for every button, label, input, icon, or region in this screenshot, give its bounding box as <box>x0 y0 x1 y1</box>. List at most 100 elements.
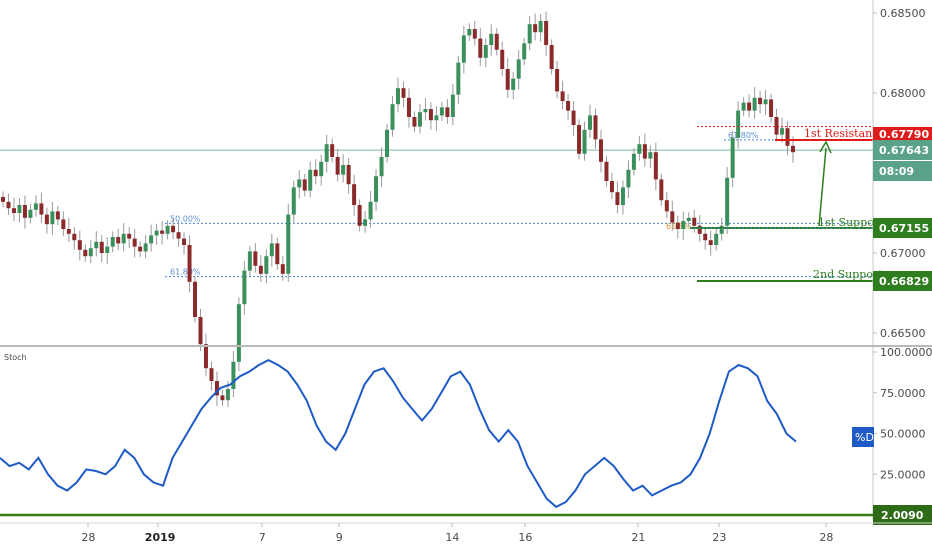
candle-body <box>61 219 66 229</box>
candle-body <box>160 230 165 234</box>
stoch-tick-label: 100.0000 <box>880 346 932 359</box>
candle-body <box>719 225 724 234</box>
candle-body <box>522 43 527 60</box>
candle-body <box>642 144 647 159</box>
candle-body <box>11 208 16 213</box>
candle-body <box>604 161 609 181</box>
candle-body <box>291 187 296 215</box>
candle-body <box>214 381 219 396</box>
candle-body <box>401 88 406 98</box>
stoch-title: Stoch <box>4 353 27 362</box>
candle-body <box>544 21 549 45</box>
candles <box>1 11 795 408</box>
candle-body <box>511 78 516 90</box>
candle-body <box>242 270 247 305</box>
target-arrow-shaft <box>818 147 827 227</box>
candle-body <box>483 45 488 58</box>
candle-body <box>439 107 444 116</box>
candle-body <box>747 102 752 111</box>
support2-label: 2nd Support <box>813 268 883 281</box>
candle-body <box>286 214 291 274</box>
support1-label: 1st Support <box>818 216 884 229</box>
candle-body <box>566 101 571 111</box>
candle-body <box>423 109 428 113</box>
candle-body <box>450 94 455 117</box>
candle-body <box>116 237 121 244</box>
stoch-d-badge: %D <box>855 431 874 444</box>
candle-body <box>50 211 55 225</box>
countdown-tag: 08:09 <box>879 165 914 178</box>
price-tick-label: 0.68000 <box>880 87 926 100</box>
candle-body <box>725 177 730 226</box>
candle-body <box>714 233 719 245</box>
candle-body <box>412 117 417 127</box>
candle-body <box>428 109 433 121</box>
candle-body <box>225 389 230 401</box>
stoch-axis: 100.0000 75.0000 25.0000 50.0000 %D 2.0090 <box>852 346 932 525</box>
candle-body <box>505 69 510 90</box>
candle-body <box>176 232 181 239</box>
time-tick-label: 28 <box>81 531 95 544</box>
candle-body <box>6 201 11 209</box>
candle-body <box>615 192 620 205</box>
candle-body <box>313 169 318 177</box>
candle-body <box>319 161 324 177</box>
candle-body <box>121 233 126 244</box>
candle-body <box>220 395 225 401</box>
time-tick-label: 7 <box>259 531 266 544</box>
candle-body <box>500 49 505 69</box>
time-axis[interactable]: 28 2019 7 9 14 16 21 23 28 <box>81 523 833 544</box>
candle-body <box>686 217 691 221</box>
candle-body <box>198 317 203 345</box>
candle-body <box>396 88 400 105</box>
candle-body <box>588 115 593 130</box>
candle-body <box>659 179 664 201</box>
candle-body <box>308 169 313 191</box>
candle-body <box>193 281 198 317</box>
candle-body <box>626 169 631 188</box>
candle-body <box>324 144 329 162</box>
candle-body <box>66 229 71 234</box>
candle-body <box>780 128 785 135</box>
candle-body <box>741 102 746 111</box>
time-tick-label: 23 <box>712 531 726 544</box>
candle-body <box>154 230 159 236</box>
level-lines: 1st Resistance 1st Support 2nd Support <box>690 126 885 282</box>
time-tick-label: 9 <box>336 531 343 544</box>
candle-body <box>203 344 208 369</box>
candle-body <box>127 233 132 239</box>
candle-body <box>182 238 187 245</box>
candle-body <box>357 205 362 226</box>
candle-body <box>774 117 779 135</box>
candle-body <box>609 181 614 193</box>
candle-body <box>275 243 280 265</box>
candle-body <box>352 184 357 205</box>
price-tick-label: 0.66500 <box>880 327 926 340</box>
time-tick-label: 21 <box>631 531 645 544</box>
candle-body <box>335 157 340 175</box>
fib-label: 50.00% <box>170 214 201 223</box>
candle-body <box>171 225 176 233</box>
candle-body <box>385 129 390 157</box>
candle-body <box>231 361 236 389</box>
candle-body <box>571 110 576 125</box>
candle-body <box>478 38 483 58</box>
resistance-price-tag: 0.67790 <box>879 128 929 141</box>
current-price-tag: 0.67643 <box>879 144 929 157</box>
target-arrow-head <box>819 140 832 154</box>
stoch-last-tag: 2.0090 <box>881 509 924 522</box>
candle-body <box>555 69 560 92</box>
candle-body <box>593 115 598 140</box>
candle-body <box>379 157 384 177</box>
candle-body <box>390 104 395 130</box>
candle-body <box>527 24 532 44</box>
candle-body <box>341 165 346 175</box>
candle-body <box>620 187 625 205</box>
candle-body <box>445 107 450 117</box>
candle-body <box>28 209 33 218</box>
support2-price-tag: 0.66829 <box>879 275 929 288</box>
candle-body <box>253 251 258 266</box>
fib-label: 61.80% <box>170 268 201 277</box>
candle-body <box>363 219 368 226</box>
